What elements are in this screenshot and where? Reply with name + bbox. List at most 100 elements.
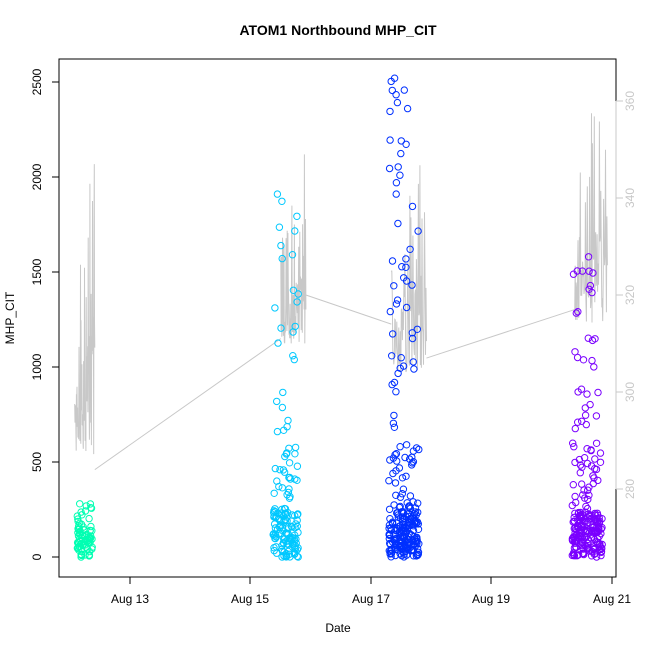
data-point [403,499,411,507]
data-point [592,526,600,534]
data-point [390,535,399,543]
data-point [583,445,591,453]
data-point [398,538,407,546]
data-point [294,528,302,537]
y-tick-label: 500 [30,452,44,472]
data-point [402,524,410,532]
data-point [569,439,577,447]
data-point [277,241,285,250]
data-point [271,304,279,312]
data-point [575,532,583,540]
x-axis: Aug 13 Aug 15 Aug 17 Aug 19 Aug 21 [111,576,631,606]
data-point [408,334,417,343]
data-point [393,98,402,107]
data-point [388,518,397,526]
data-point [390,411,398,420]
data-points [73,74,606,561]
data-point [389,469,397,478]
data-point [580,525,588,533]
data-point [387,553,395,561]
data-point [571,492,579,501]
data-point [579,356,588,364]
data-point [392,179,401,187]
data-point [589,269,597,277]
data-point [588,356,596,365]
data-point [390,531,398,539]
data-point [291,450,299,458]
data-point [270,509,278,517]
y-tick-label: 0 [30,553,44,560]
data-point [392,388,400,396]
data-point [584,539,592,548]
data-point [284,416,292,425]
data-point [274,509,282,517]
data-point [594,476,602,485]
data-point [390,378,399,387]
secondary-series [74,113,608,471]
data-point [282,549,290,558]
data-point [398,474,407,482]
data-point [402,255,410,263]
data-point [293,516,301,525]
data-point [589,472,597,480]
data-point [389,454,398,462]
secondary-series-connector [94,338,282,471]
data-point [88,543,96,551]
data-point [284,540,292,548]
data-point [591,511,599,519]
x-axis-label: Date [325,621,351,635]
data-point [273,397,281,406]
data-point [402,303,411,312]
data-point [569,481,577,489]
data-point [270,546,278,555]
secondary-series-segment [390,165,427,373]
data-point [581,411,590,419]
data-point [390,423,399,431]
data-point [75,519,84,527]
data-point [572,543,580,552]
data-point [398,551,406,560]
data-point [593,539,602,547]
data-point [386,307,394,316]
data-point [385,477,393,485]
data-point [574,418,582,426]
data-point [596,449,605,457]
data-point [293,298,301,306]
data-point [391,479,400,487]
data-point [408,202,417,211]
data-point [288,511,296,519]
data-point [271,534,279,543]
data-point [590,544,599,553]
data-point [402,472,410,480]
data-point [578,480,586,488]
data-point [414,499,422,507]
y-right-tick-label: 300 [623,382,637,402]
data-point [275,223,284,231]
data-point [294,544,302,552]
data-point [414,550,422,558]
data-point [396,493,405,501]
data-point [388,546,396,554]
data-point [400,86,408,94]
y-tick-label: 1500 [30,258,44,285]
data-point [288,540,297,548]
data-point [385,531,394,540]
data-point [591,455,599,463]
data-point [281,505,290,513]
data-point [388,352,396,360]
data-point [277,324,285,332]
data-point [398,513,407,521]
y-tick-label: 2000 [30,163,44,190]
data-point [411,538,420,546]
data-point [290,355,298,364]
data-point [392,91,400,99]
data-point [397,149,405,158]
data-point [81,541,89,549]
data-point [583,543,591,551]
data-point [578,267,587,275]
data-point [579,545,587,553]
data-point [293,462,302,470]
data-point [386,540,395,549]
data-point [81,507,90,515]
data-point [74,543,82,552]
